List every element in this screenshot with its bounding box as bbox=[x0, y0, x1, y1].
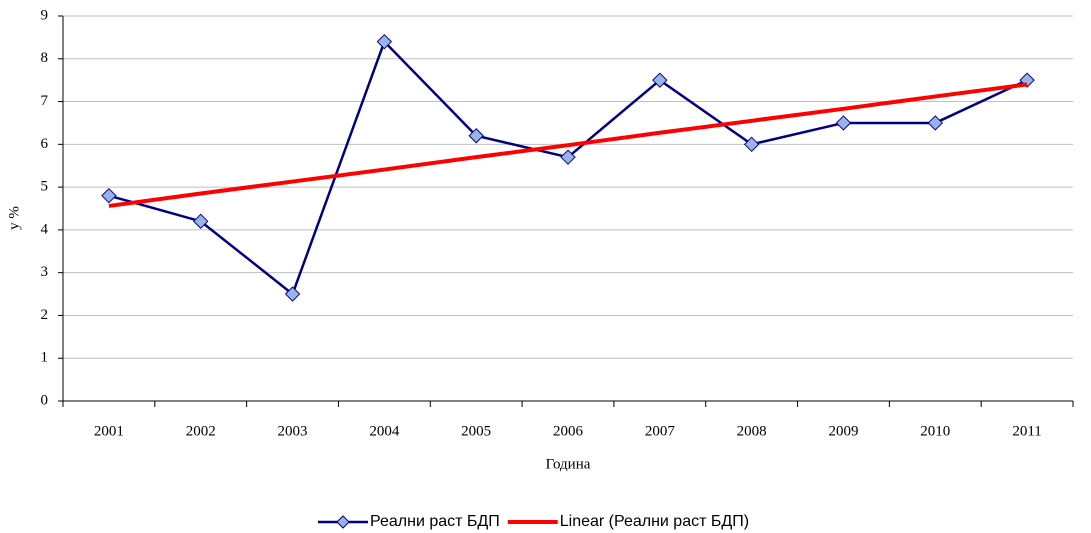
x-tick-label: 2002 bbox=[186, 423, 216, 439]
y-tick-label: 8 bbox=[41, 50, 49, 66]
y-tick-label: 1 bbox=[41, 350, 49, 366]
marker bbox=[835, 115, 852, 131]
marker bbox=[284, 286, 301, 302]
x-axis-label: Година bbox=[546, 456, 591, 472]
marker bbox=[376, 33, 393, 50]
x-tick-label: 2007 bbox=[645, 423, 676, 439]
marker bbox=[652, 72, 668, 88]
marker bbox=[468, 128, 484, 144]
y-tick-label: 2 bbox=[41, 307, 49, 323]
legend-label: Реални раст БДП bbox=[370, 513, 500, 530]
legend-label: Linear (Реални раст БДП) bbox=[560, 513, 749, 530]
x-tick-label: 2010 bbox=[920, 423, 950, 439]
y-tick-label: 0 bbox=[41, 392, 49, 408]
marker bbox=[560, 149, 576, 165]
y-tick-label: 4 bbox=[41, 221, 49, 237]
marker bbox=[101, 187, 117, 204]
x-tick-label: 2011 bbox=[1012, 423, 1041, 439]
x-tick-label: 2001 bbox=[94, 423, 124, 439]
trend-line bbox=[108, 82, 1028, 208]
x-tick-label: 2006 bbox=[553, 423, 584, 439]
marker bbox=[743, 136, 760, 153]
marker bbox=[927, 115, 943, 131]
marker bbox=[193, 213, 209, 230]
y-axis-label: у % bbox=[6, 206, 22, 230]
y-tick-label: 3 bbox=[41, 264, 49, 280]
legend-marker bbox=[336, 515, 350, 529]
marker bbox=[1019, 72, 1035, 88]
x-tick-label: 2004 bbox=[369, 423, 400, 439]
x-tick-label: 2005 bbox=[461, 423, 491, 439]
y-tick-label: 7 bbox=[41, 93, 49, 109]
x-tick-label: 2003 bbox=[278, 423, 308, 439]
y-tick-label: 9 bbox=[41, 7, 49, 23]
data-line bbox=[108, 39, 1028, 297]
y-tick-label: 5 bbox=[41, 179, 49, 195]
x-tick-label: 2008 bbox=[737, 423, 767, 439]
x-tick-label: 2009 bbox=[828, 423, 858, 439]
y-tick-label: 6 bbox=[41, 136, 49, 152]
